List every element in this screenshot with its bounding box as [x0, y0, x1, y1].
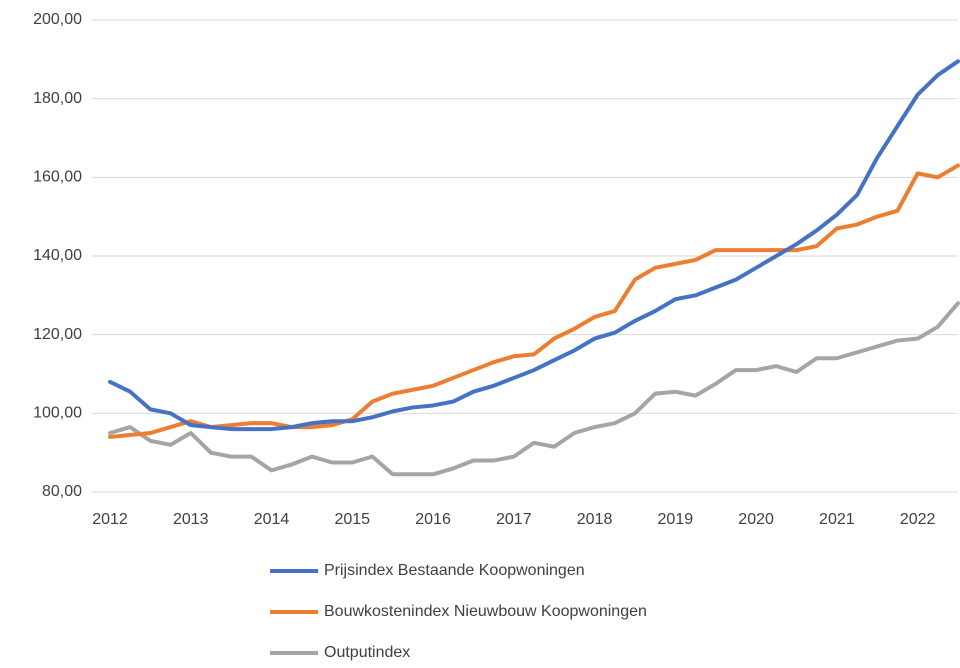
x-tick-label: 2018 — [577, 511, 613, 528]
x-tick-label: 2020 — [738, 511, 774, 528]
legend-label: Outputindex — [324, 644, 410, 661]
y-tick-label: 160,00 — [33, 169, 82, 186]
x-tick-label: 2021 — [819, 511, 855, 528]
y-tick-label: 80,00 — [42, 483, 82, 500]
y-tick-label: 140,00 — [33, 247, 82, 264]
x-tick-label: 2017 — [496, 511, 532, 528]
series-line — [108, 59, 960, 432]
x-tick-label: 2014 — [254, 511, 290, 528]
legend-label: Prijsindex Bestaande Koopwoningen — [324, 562, 585, 579]
series-line — [108, 163, 960, 439]
x-tick-label: 2015 — [334, 511, 370, 528]
y-tick-label: 200,00 — [33, 11, 82, 28]
x-tick-label: 2016 — [415, 511, 451, 528]
y-tick-label: 100,00 — [33, 405, 82, 422]
legend-label: Bouwkostenindex Nieuwbouw Koopwoningen — [324, 603, 647, 620]
y-tick-label: 180,00 — [33, 90, 82, 107]
y-tick-label: 120,00 — [33, 326, 82, 343]
series-line — [108, 301, 960, 477]
x-tick-label: 2019 — [658, 511, 694, 528]
x-tick-label: 2022 — [900, 511, 936, 528]
x-tick-label: 2012 — [92, 511, 128, 528]
x-tick-label: 2013 — [173, 511, 209, 528]
